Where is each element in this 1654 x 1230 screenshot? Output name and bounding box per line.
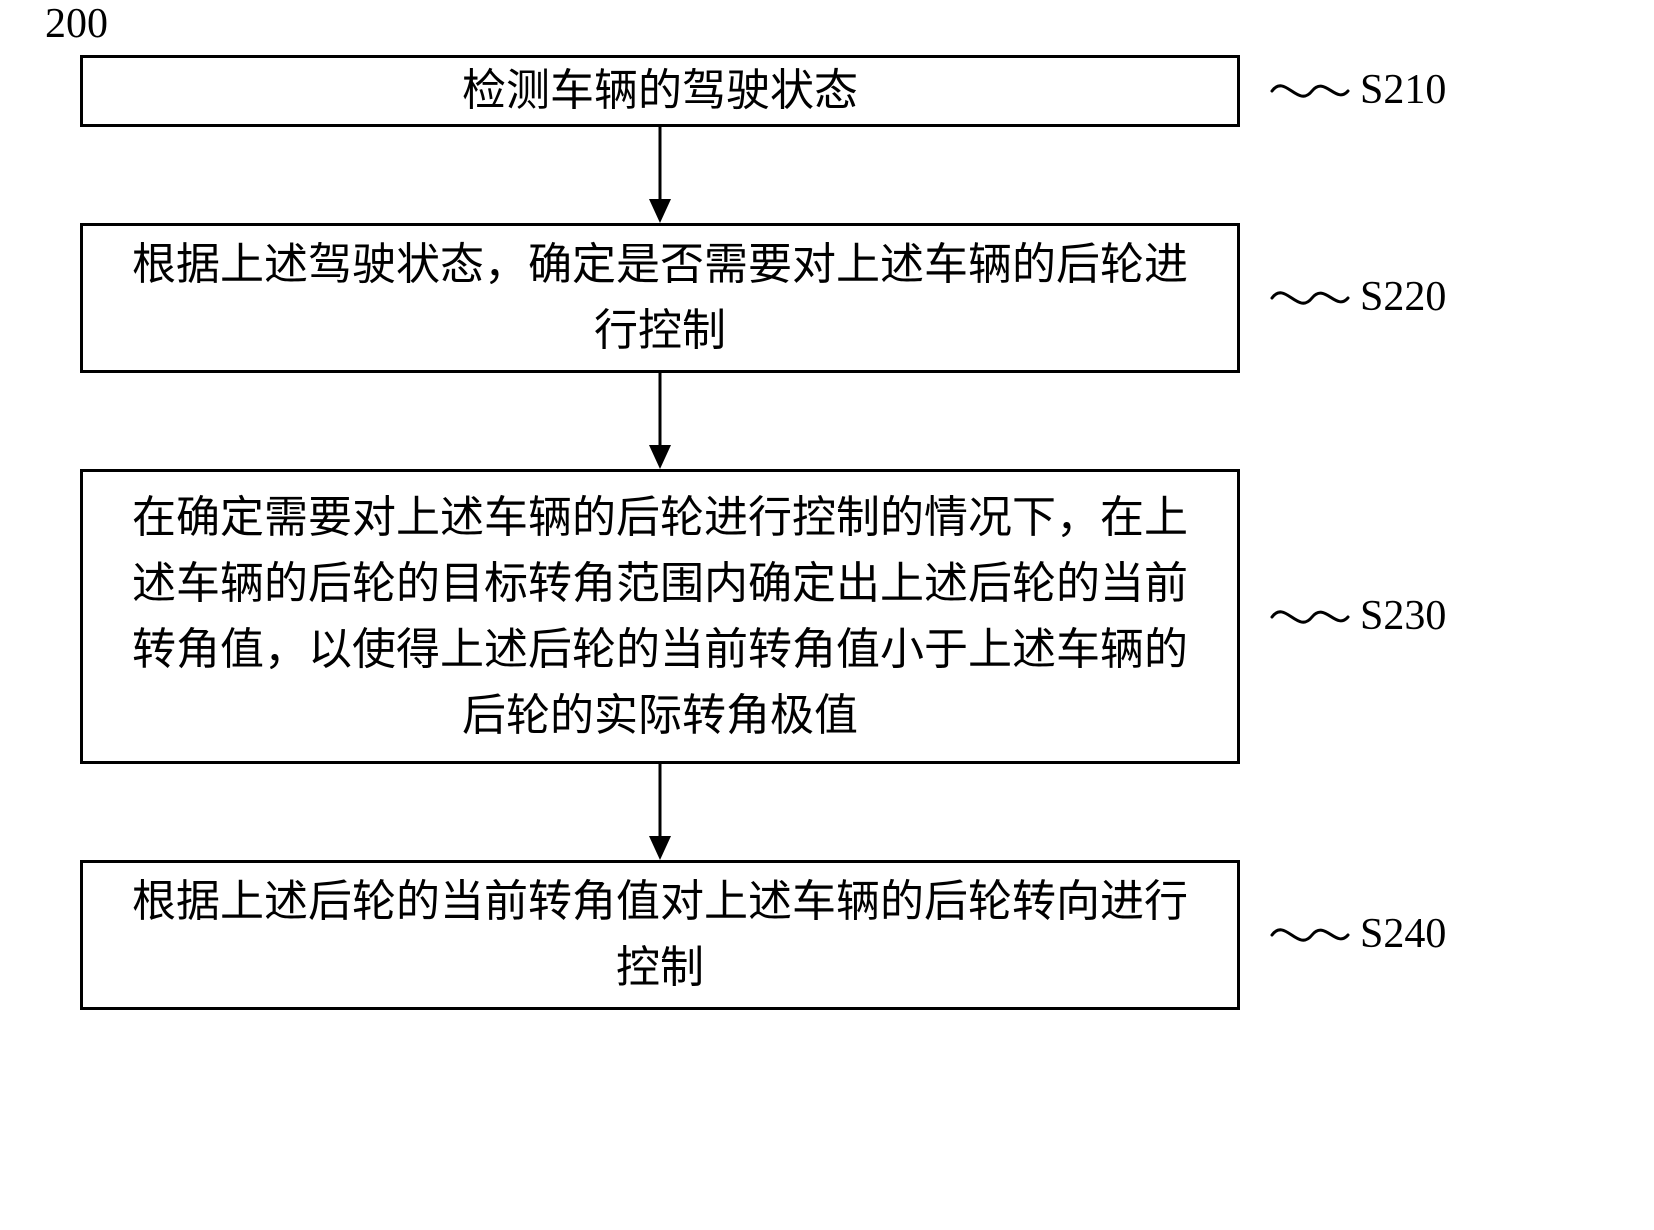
step-connector-tilde [1270,915,1330,955]
flow-step-s240: 根据上述后轮的当前转角值对上述车辆的后轮转向进行控制 [80,860,1240,1010]
figure-number: 200 [45,0,108,48]
flow-step-text: 根据上述驾驶状态，确定是否需要对上述车辆的后轮进行控制 [113,232,1207,364]
flow-step-s230: 在确定需要对上述车辆的后轮进行控制的情况下，在上述车辆的后轮的目标转角范围内确定… [80,469,1240,764]
flow-arrow [80,127,1240,223]
flow-step-text: 根据上述后轮的当前转角值对上述车辆的后轮转向进行控制 [113,869,1207,1001]
flow-step-text: 在确定需要对上述车辆的后轮进行控制的情况下，在上述车辆的后轮的目标转角范围内确定… [113,485,1207,749]
flow-step-s210: 检测车辆的驾驶状态 [80,55,1240,127]
flow-arrow [80,373,1240,469]
step-connector-tilde [1270,278,1330,318]
flow-step-label-s220: S220 [1360,273,1446,321]
flow-step-label-s240: S240 [1360,910,1446,958]
step-connector-tilde [1270,597,1330,637]
flow-step-s220: 根据上述驾驶状态，确定是否需要对上述车辆的后轮进行控制 [80,223,1240,373]
step-connector-tilde [1270,71,1330,111]
flow-step-label-s230: S230 [1360,592,1446,640]
flow-step-label-s210: S210 [1360,66,1446,114]
flow-arrow [80,764,1240,860]
flow-step-text: 检测车辆的驾驶状态 [113,58,1207,124]
